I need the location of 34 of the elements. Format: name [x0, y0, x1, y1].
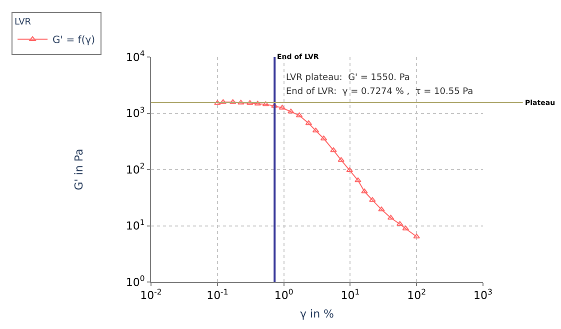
- x-tick-label: 10$^{3}$: [474, 288, 493, 302]
- annotation: End of LVR: γ = 0.7274 % , τ = 10.55 Pa: [286, 87, 474, 97]
- point: [305, 120, 312, 126]
- point: [330, 147, 337, 152]
- y-tick-label: 10$^{1}$: [126, 218, 145, 233]
- y-tick-label: 10$^{0}$: [126, 274, 145, 289]
- point: [387, 214, 394, 220]
- point: [296, 112, 303, 118]
- point: [271, 102, 278, 108]
- x-tick-label: 10$^{1}$: [340, 288, 360, 302]
- point: [361, 188, 368, 194]
- point: [262, 101, 270, 106]
- legend-title: LVR: [14, 18, 31, 28]
- x-tick-label: 10$^{-1}$: [206, 288, 228, 302]
- x-tick-label: 10$^{2}$: [407, 288, 426, 302]
- point: [346, 167, 354, 172]
- point: [254, 100, 262, 106]
- x-tick-label: 10$^{0}$: [274, 288, 294, 302]
- y-tick-label: 10$^{2}$: [126, 162, 145, 176]
- point: [246, 100, 254, 105]
- point: [238, 100, 244, 105]
- point: [288, 108, 294, 114]
- legend-label: G' = f(γ): [52, 35, 96, 46]
- y-tick-label: 10$^{4}$: [126, 49, 145, 64]
- point: [214, 100, 221, 105]
- annotation: LVR plateau: G' = 1550. Pa: [286, 73, 410, 83]
- point: [278, 104, 286, 110]
- y-axis-title: G' in Pa: [72, 148, 86, 190]
- x-axis-title: γ in %: [300, 307, 334, 320]
- point: [378, 206, 385, 212]
- point: [354, 177, 362, 182]
- y-tick-label: 10$^{3}$: [126, 105, 145, 120]
- point: [413, 234, 420, 238]
- x-tick-label: 10$^{-2}$: [140, 288, 162, 302]
